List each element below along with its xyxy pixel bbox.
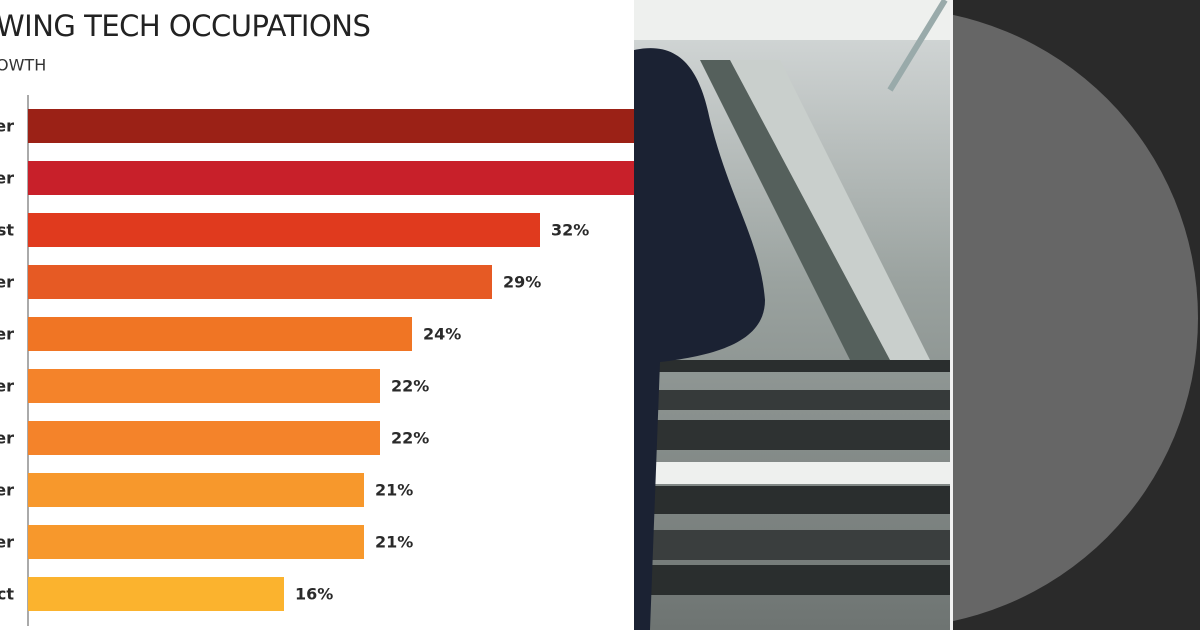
value-label: 16% bbox=[295, 585, 333, 604]
bar bbox=[28, 421, 380, 455]
photo-step bbox=[634, 390, 950, 410]
bar bbox=[28, 369, 380, 403]
category-label: er bbox=[0, 117, 14, 136]
value-label: 22% bbox=[391, 377, 429, 396]
category-label: er bbox=[0, 377, 14, 396]
bar bbox=[28, 213, 540, 247]
chart-title: WING TECH OCCUPATIONS bbox=[0, 9, 370, 43]
photo-figure bbox=[634, 48, 765, 630]
divider bbox=[950, 0, 953, 630]
bar bbox=[28, 161, 634, 195]
category-label: er bbox=[0, 429, 14, 448]
bar bbox=[28, 265, 492, 299]
bar bbox=[28, 473, 364, 507]
category-label: er bbox=[0, 325, 14, 344]
photo-railing bbox=[730, 60, 930, 360]
category-label: er bbox=[0, 273, 14, 292]
bar bbox=[28, 109, 634, 143]
photo-step bbox=[634, 420, 950, 450]
photo-light bbox=[634, 462, 950, 484]
photo-railing bbox=[887, 0, 948, 92]
photo-step bbox=[634, 486, 950, 514]
chart-subtitle: OWTH bbox=[0, 56, 46, 75]
photo-step bbox=[634, 530, 950, 560]
panel-circle bbox=[953, 14, 1198, 622]
dark-panel bbox=[953, 0, 1200, 630]
value-label: 22% bbox=[391, 429, 429, 448]
category-label: er bbox=[0, 533, 14, 552]
value-label: 24% bbox=[423, 325, 461, 344]
bar bbox=[28, 577, 284, 611]
photo-ceiling bbox=[634, 0, 950, 40]
photo-step bbox=[634, 565, 950, 595]
photo bbox=[634, 0, 950, 630]
photo-step bbox=[634, 360, 950, 372]
category-label: er bbox=[0, 169, 14, 188]
value-label: 21% bbox=[375, 533, 413, 552]
chart-panel: WING TECH OCCUPATIONS OWTH er er st 32% er 29… bbox=[0, 9, 634, 626]
category-label: er bbox=[0, 481, 14, 500]
value-label: 29% bbox=[503, 273, 541, 292]
value-label: 21% bbox=[375, 481, 413, 500]
bar bbox=[28, 525, 364, 559]
category-label: st bbox=[0, 221, 14, 240]
category-label: ct bbox=[0, 585, 14, 604]
value-label: 32% bbox=[551, 221, 589, 240]
bar bbox=[28, 317, 412, 351]
